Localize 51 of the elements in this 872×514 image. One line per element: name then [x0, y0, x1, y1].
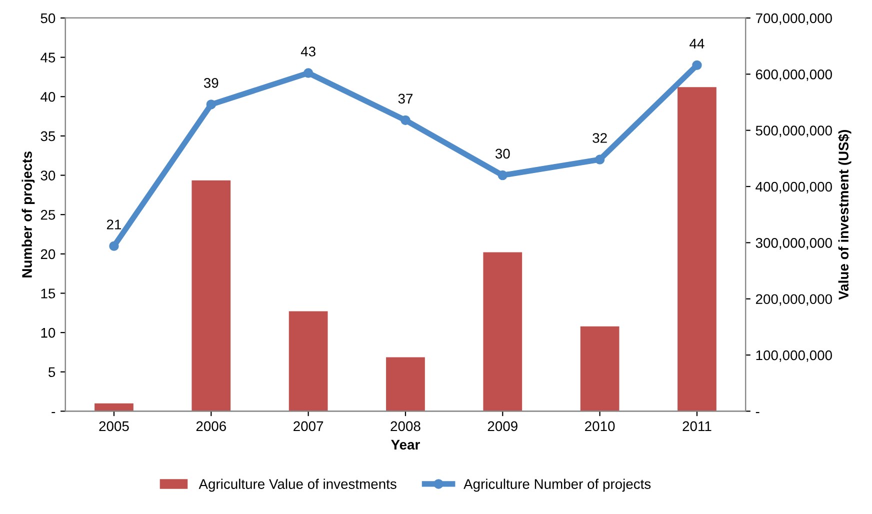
x-tick-label: 2009 [488, 421, 518, 432]
y2-tick-label: 300,000,000 [756, 238, 832, 250]
legend-label: Agriculture Value of investments [198, 478, 396, 492]
y2-tick-label: 200,000,000 [756, 294, 832, 306]
y-tick-label: 20 [40, 249, 56, 260]
bar [483, 252, 522, 412]
point [594, 154, 605, 164]
legend-label: Agriculture Number of projects [464, 478, 651, 492]
y-tick-label: 40 [40, 92, 56, 102]
y-tick-label: 15 [41, 288, 56, 298]
y-tick-label: 50 [40, 13, 56, 24]
data-label: 39 [204, 78, 218, 88]
y2-tick-label: 100,000,000 [756, 350, 832, 362]
x-tick-label: 2006 [196, 421, 226, 432]
x-tick-label: 2008 [390, 421, 420, 432]
data-label: 37 [398, 94, 413, 104]
y2-axis-title: Value of investment (US$) [838, 130, 852, 300]
y2-tick-label: 700,000,000 [756, 13, 832, 25]
y2-tick-label: 600,000,000 [756, 69, 832, 81]
y-tick-label: - [52, 412, 56, 414]
bar [386, 357, 425, 412]
x-axis-title: Year [391, 440, 420, 450]
y-axis-title: Number of projects [22, 151, 35, 278]
y-tick-label: 10 [41, 328, 56, 338]
y2-tick-label: - [756, 412, 760, 414]
x-tick-label: 2011 [682, 421, 712, 432]
y2-tick-label: 500,000,000 [756, 126, 832, 138]
y-tick-label: 35 [40, 131, 56, 142]
x-tick-label: 2007 [294, 421, 324, 432]
point [303, 68, 314, 78]
point [692, 60, 702, 70]
x-tick-label: 2010 [585, 421, 615, 432]
data-label: 30 [495, 148, 510, 159]
y-tick-label: 5 [48, 367, 56, 378]
bar [192, 180, 231, 412]
point [206, 100, 216, 110]
data-label: 43 [300, 46, 316, 56]
point [498, 170, 508, 180]
point [400, 115, 410, 126]
bar [580, 326, 620, 412]
y-tick-label: 45 [40, 52, 56, 62]
y-tick-label: 30 [40, 170, 56, 180]
data-label: 32 [592, 133, 607, 143]
data-label: 21 [106, 220, 122, 230]
x-tick-label: 2005 [99, 421, 129, 432]
bar [678, 87, 716, 412]
bar [288, 311, 328, 412]
data-label: 44 [690, 38, 704, 48]
point [109, 241, 119, 251]
y2-tick-label: 400,000,000 [756, 182, 832, 194]
y-tick-label: 25 [40, 210, 56, 220]
